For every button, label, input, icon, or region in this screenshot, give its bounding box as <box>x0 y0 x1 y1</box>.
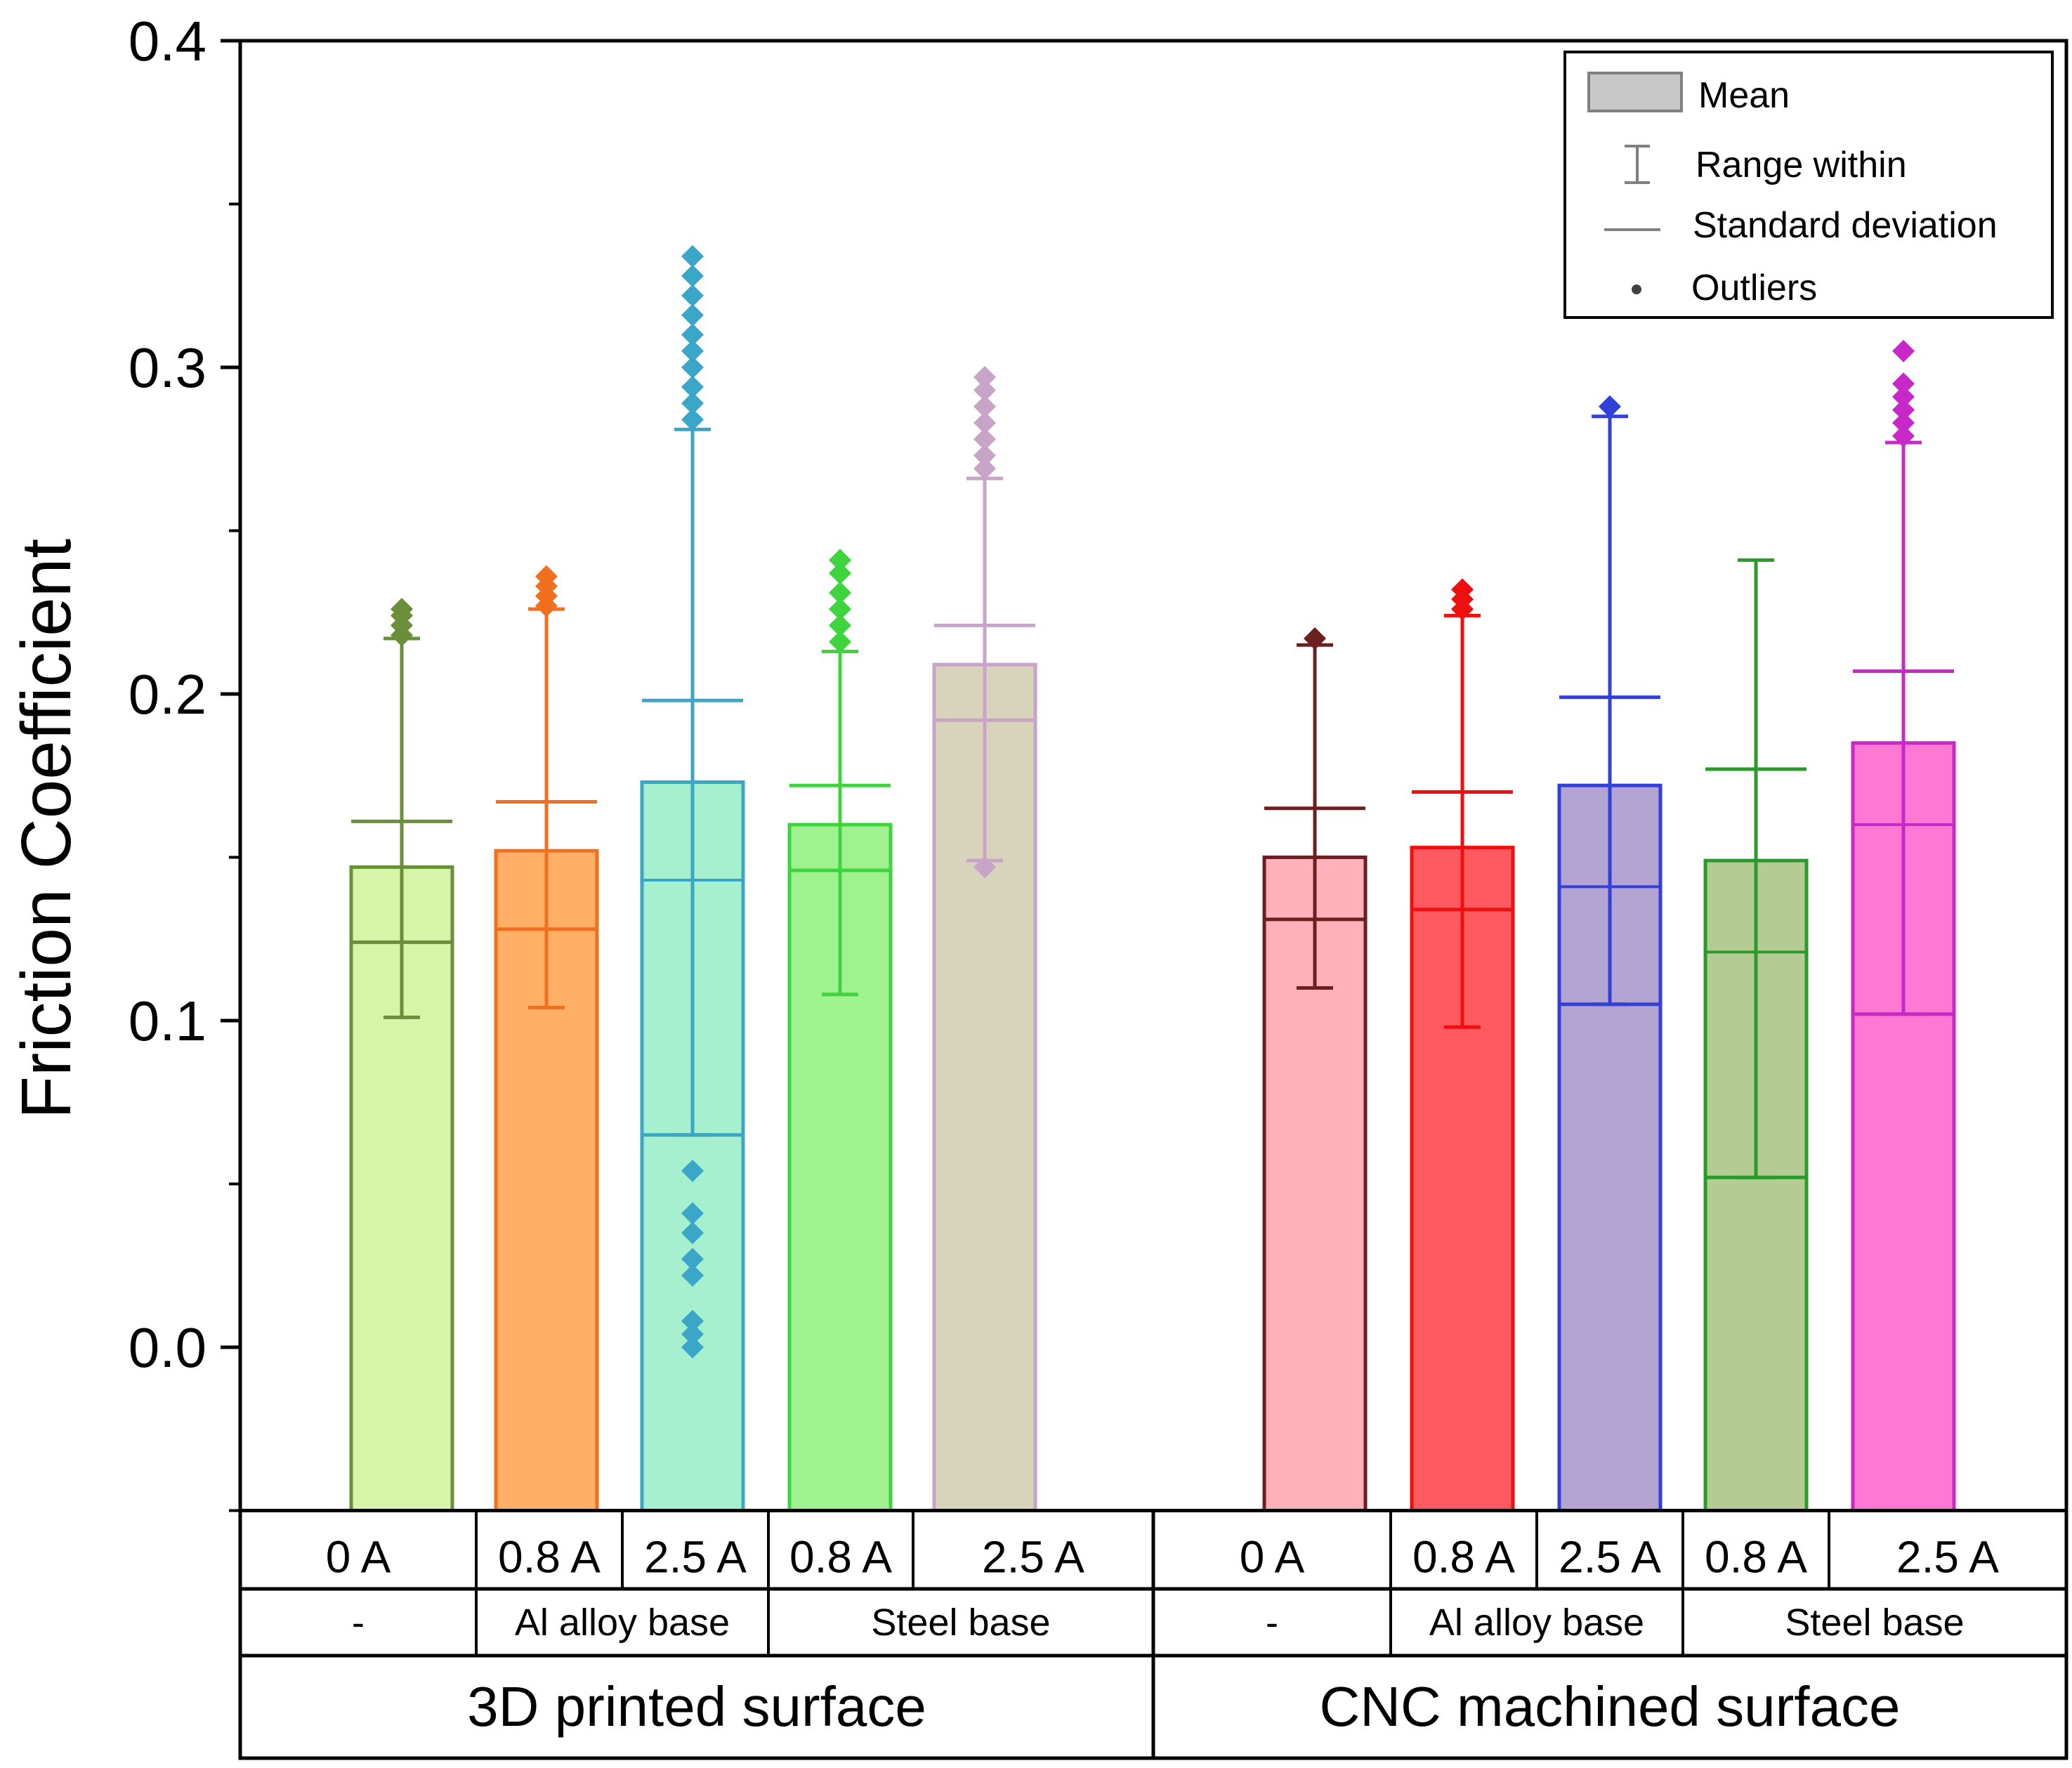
outlier-point <box>681 1202 704 1225</box>
outlier-point <box>1451 578 1474 601</box>
legend-range-icon <box>1625 145 1650 184</box>
y-tick-label: 0.3 <box>129 336 206 399</box>
outlier-point <box>973 365 996 388</box>
outlier-point <box>1599 395 1621 418</box>
bar-group-6 <box>1410 578 1515 1513</box>
outlier-point <box>973 444 996 467</box>
base-label: - <box>1266 1602 1278 1644</box>
outlier-point <box>829 549 851 572</box>
current-label: 0.8 A <box>789 1532 892 1583</box>
outlier-point <box>973 412 996 435</box>
outlier-point <box>1892 398 1915 421</box>
outlier-point <box>681 375 704 398</box>
current-label: 2.5 A <box>1559 1532 1661 1583</box>
current-label: 2.5 A <box>982 1532 1084 1583</box>
outlier-point <box>535 565 558 588</box>
mean-bar <box>932 662 1037 1512</box>
bar-group-5 <box>1262 627 1368 1512</box>
current-label: 0.8 A <box>1705 1532 1807 1583</box>
group-label: 3D printed surface <box>467 1675 926 1738</box>
outlier-point <box>829 561 851 584</box>
y-tick-label: 0.0 <box>129 1316 206 1379</box>
bar-group-0 <box>349 598 454 1512</box>
plot-frame <box>238 39 2068 1760</box>
outlier-point <box>391 598 413 621</box>
outlier-point <box>973 457 996 480</box>
category-table: 0 A 0.8 A 2.5 A 0.8 A 2.5 A 0 A 0.8 A 2.5 A 0.8 … <box>240 1509 2066 1758</box>
outlier-point <box>681 339 704 362</box>
y-axis-label: Friction Coefficient <box>7 539 86 1119</box>
legend-range-label: Range within <box>1696 145 1907 185</box>
current-label: 0.8 A <box>1412 1532 1515 1583</box>
outlier-point <box>681 392 704 415</box>
legend-sd-label: Standard deviation <box>1693 205 1998 246</box>
outlier-point <box>1892 424 1915 447</box>
outlier-point <box>681 1336 704 1358</box>
outlier-point <box>681 1309 704 1332</box>
base-label: Steel base <box>1785 1602 1964 1644</box>
bar-group-9 <box>1851 339 1956 1512</box>
bars-layer <box>349 244 1956 1513</box>
outlier-point <box>681 356 704 379</box>
outlier-point <box>829 614 851 637</box>
outlier-point <box>829 581 851 604</box>
outlier-point <box>681 1323 704 1346</box>
current-label: 2.5 A <box>644 1532 747 1583</box>
outlier-point <box>1892 372 1915 395</box>
outlier-point <box>681 323 704 346</box>
current-label: 0 A <box>326 1532 391 1583</box>
outlier-point <box>681 1159 704 1182</box>
y-axis: 0.0 0.1 0.2 0.3 0.4 <box>129 10 240 1512</box>
base-label: Al alloy base <box>515 1602 730 1644</box>
bar-group-7 <box>1557 395 1663 1512</box>
outlier-point <box>973 395 996 418</box>
legend-mean-swatch <box>1587 72 1683 112</box>
current-label: 0.8 A <box>498 1532 601 1583</box>
legend-mean-label: Mean <box>1698 75 1790 116</box>
legend: Mean Range within Standard deviation Out… <box>1563 51 2054 319</box>
outlier-point <box>1892 385 1915 408</box>
y-tick-label: 0.2 <box>129 663 206 726</box>
group-label: CNC machined surface <box>1320 1675 1901 1738</box>
base-label: Al alloy base <box>1429 1602 1644 1644</box>
y-tick-label: 0.1 <box>129 990 206 1052</box>
current-label: 2.5 A <box>1896 1532 1999 1583</box>
outlier-point <box>681 264 704 287</box>
base-label: - <box>352 1602 365 1644</box>
current-label: 0 A <box>1240 1532 1305 1583</box>
outlier-point <box>681 244 704 268</box>
outlier-point <box>681 284 704 307</box>
bar-group-2 <box>640 244 745 1512</box>
outlier-point <box>681 303 704 327</box>
outlier-point <box>1304 627 1326 650</box>
bar-group-3 <box>787 549 893 1512</box>
outlier-point <box>973 856 996 879</box>
outlier-point <box>829 598 851 621</box>
outlier-point <box>1892 339 1915 362</box>
outlier-point <box>973 379 996 402</box>
outlier-point <box>1892 412 1915 435</box>
outlier-point <box>681 408 704 431</box>
bar-group-8 <box>1703 558 1809 1512</box>
outlier-point <box>681 1222 704 1245</box>
base-label: Steel base <box>871 1602 1050 1644</box>
bar-group-4 <box>932 365 1037 1512</box>
legend-outliers-label: Outliers <box>1691 268 1817 308</box>
outlier-point <box>681 1264 704 1287</box>
outlier-point <box>829 630 851 653</box>
outlier-point <box>973 428 996 451</box>
outlier-point <box>681 1248 704 1271</box>
y-tick-label: 0.4 <box>129 10 206 72</box>
bar-group-1 <box>494 565 599 1512</box>
legend-outlier-dot <box>1632 284 1641 294</box>
